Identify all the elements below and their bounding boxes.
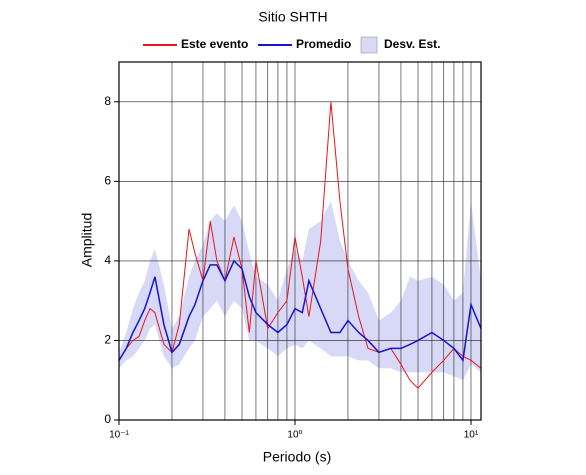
y-tick-label: 6 [104,174,111,188]
legend-label: Promedio [296,37,351,51]
legend-label: Este evento [181,37,248,51]
x-tick-label: 10¹ [464,430,479,441]
x-axis-label: Periodo (s) [263,449,331,465]
plot-frame [118,61,482,421]
y-tick-label: 0 [104,412,111,426]
legend-swatch [360,36,378,54]
std-band [119,201,481,381]
legend-label: Desv. Est. [384,37,440,51]
line [118,259,482,363]
y-tick-label: 2 [104,333,111,347]
line [118,101,482,389]
y-tick-label: 8 [104,94,111,108]
x-tick-label: 10⁰ [287,430,302,441]
chart-title: Sitio SHTH [258,9,327,25]
y-axis-label: Amplitud [79,213,95,267]
x-tick-label: 10⁻¹ [109,430,129,441]
y-tick-label: 4 [104,253,111,267]
